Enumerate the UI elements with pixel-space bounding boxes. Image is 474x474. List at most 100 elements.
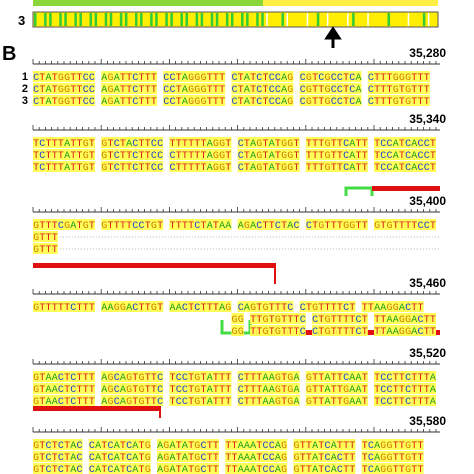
base-bg bbox=[274, 463, 281, 474]
base-bg bbox=[411, 439, 418, 450]
sequence: CTATGGTTCC AGATTCTTT CCTAGGGTTT CTATCTCC… bbox=[33, 85, 430, 96]
base-bg bbox=[349, 451, 356, 462]
base-bg bbox=[188, 463, 195, 474]
base-bg bbox=[287, 219, 294, 230]
base-bg bbox=[343, 395, 350, 406]
base-bg bbox=[312, 71, 319, 82]
base-bg bbox=[219, 383, 226, 394]
base-bg bbox=[398, 451, 405, 462]
base-bg bbox=[39, 243, 46, 254]
stripe bbox=[422, 13, 426, 26]
base-bg bbox=[107, 463, 114, 474]
base-bg bbox=[150, 371, 157, 382]
base-bg bbox=[392, 71, 399, 82]
base-bg bbox=[157, 301, 164, 312]
base-bg bbox=[200, 439, 207, 450]
base-bg bbox=[175, 301, 182, 312]
base-bg bbox=[188, 149, 195, 160]
base-bg bbox=[107, 395, 114, 406]
base-bg bbox=[138, 83, 145, 94]
base-bg bbox=[219, 71, 226, 82]
base-bg bbox=[57, 137, 64, 148]
base-bg bbox=[330, 71, 337, 82]
base-bg bbox=[150, 95, 157, 106]
base-bg bbox=[398, 439, 405, 450]
base-bg bbox=[225, 301, 232, 312]
base-bg bbox=[392, 383, 399, 394]
base-bg bbox=[411, 383, 418, 394]
base-bg bbox=[423, 371, 430, 382]
base-bg bbox=[45, 83, 52, 94]
base-bg bbox=[367, 463, 374, 474]
base-bg bbox=[349, 439, 356, 450]
base-bg bbox=[355, 325, 362, 336]
base-bg bbox=[144, 301, 151, 312]
base-bg bbox=[157, 451, 164, 462]
base-bg bbox=[312, 219, 319, 230]
base-bg bbox=[262, 371, 269, 382]
base-bg bbox=[126, 71, 133, 82]
base-bg bbox=[113, 71, 120, 82]
base-bg bbox=[380, 313, 387, 324]
base-bg bbox=[398, 383, 405, 394]
base-bg bbox=[287, 71, 294, 82]
base-bg bbox=[212, 439, 219, 450]
base-bg bbox=[157, 463, 164, 474]
base-bg bbox=[318, 371, 325, 382]
base-bg bbox=[188, 95, 195, 106]
track-label: 3 bbox=[18, 13, 25, 28]
base-bg bbox=[268, 451, 275, 462]
base-bg bbox=[206, 149, 213, 160]
base-bg bbox=[231, 451, 238, 462]
base-bg bbox=[330, 313, 337, 324]
base-bg bbox=[194, 149, 201, 160]
base-bg bbox=[336, 371, 343, 382]
base-bg bbox=[305, 301, 312, 312]
sequence: GTAACTCTTT AGCAGTGTTC TCCTGTATTT CTTTAAG… bbox=[33, 373, 436, 384]
base-bg bbox=[45, 371, 52, 382]
base-bg bbox=[355, 219, 362, 230]
base-bg bbox=[349, 137, 356, 148]
base-bg bbox=[157, 149, 164, 160]
base-bg bbox=[367, 439, 374, 450]
base-bg bbox=[380, 219, 387, 230]
base-bg bbox=[324, 451, 331, 462]
base-bg bbox=[45, 95, 52, 106]
base-bg bbox=[293, 371, 300, 382]
base-bg bbox=[411, 71, 418, 82]
base-bg bbox=[398, 325, 405, 336]
stripe bbox=[407, 13, 410, 26]
base-bg bbox=[70, 451, 77, 462]
base-bg bbox=[355, 149, 362, 160]
base-bg bbox=[343, 95, 350, 106]
base-bg bbox=[268, 395, 275, 406]
base-bg bbox=[237, 383, 244, 394]
base-bg bbox=[169, 71, 176, 82]
base-bg bbox=[281, 301, 288, 312]
stripe bbox=[64, 13, 67, 26]
base-bg bbox=[225, 439, 232, 450]
base-bg bbox=[39, 463, 46, 474]
base-bg bbox=[126, 451, 133, 462]
base-bg bbox=[293, 395, 300, 406]
base-bg bbox=[144, 463, 151, 474]
base-bg bbox=[305, 451, 312, 462]
base-bg bbox=[305, 95, 312, 106]
base-bg bbox=[374, 439, 381, 450]
base-bg bbox=[181, 149, 188, 160]
base-bg bbox=[82, 149, 89, 160]
base-bg bbox=[262, 383, 269, 394]
base-bg bbox=[374, 325, 381, 336]
stripe bbox=[124, 13, 128, 26]
base-bg bbox=[343, 83, 350, 94]
base-bg bbox=[181, 219, 188, 230]
base-bg bbox=[243, 219, 250, 230]
base-bg bbox=[281, 395, 288, 406]
base-bg bbox=[138, 137, 145, 148]
base-bg bbox=[262, 161, 269, 172]
base-bg bbox=[274, 219, 281, 230]
base-bg bbox=[45, 219, 52, 230]
base-bg bbox=[237, 463, 244, 474]
base-bg bbox=[82, 301, 89, 312]
base-bg bbox=[312, 395, 319, 406]
